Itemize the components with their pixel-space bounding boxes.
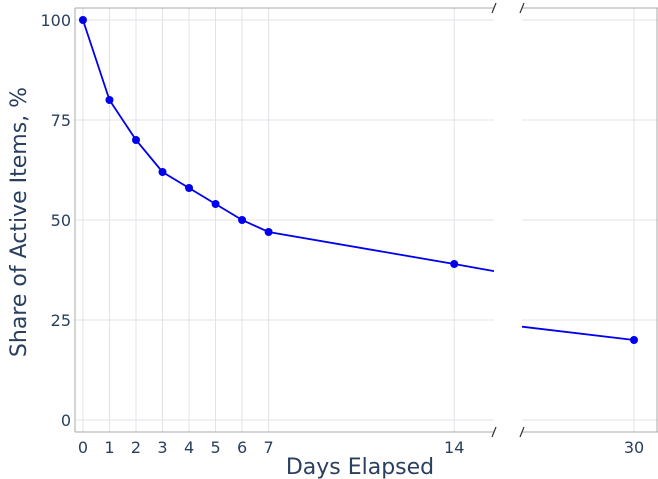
y-tick-label: 75	[51, 111, 71, 130]
series-line	[82, 19, 495, 273]
data-point	[158, 168, 167, 176]
x-tick-label: 0	[78, 438, 88, 457]
data-point	[264, 228, 273, 236]
x-tick-label: 1	[104, 438, 114, 457]
y-axis-title: Share of Active Items, %	[7, 87, 32, 357]
series-line	[521, 325, 635, 341]
x-tick-label: 30	[624, 438, 644, 457]
data-point	[185, 184, 194, 192]
data-point	[211, 200, 220, 208]
axis-break-mark	[519, 426, 525, 438]
x-tick-label: 14	[444, 438, 464, 457]
data-point	[105, 96, 114, 104]
data-point	[131, 136, 140, 144]
x-tick-label: 3	[157, 438, 167, 457]
x-tick-label: 2	[131, 438, 141, 457]
axes	[74, 2, 658, 438]
y-tick-label: 50	[51, 211, 71, 230]
data-point	[630, 336, 638, 344]
data-point	[450, 260, 459, 268]
x-tick-label: 6	[237, 438, 247, 457]
data-series	[78, 16, 638, 344]
axis-break-mark	[519, 2, 525, 14]
x-tick-label: 7	[263, 438, 273, 457]
data-point	[78, 16, 87, 24]
y-tick-label: 25	[51, 311, 71, 330]
axis-break-mark	[491, 2, 497, 14]
y-tick-label: 0	[61, 411, 71, 430]
x-axis-title: Days Elapsed	[286, 455, 434, 479]
x-tick-label: 4	[184, 438, 194, 457]
y-tick-label: 100	[40, 11, 71, 30]
axis-break-mark	[491, 426, 497, 438]
data-point	[238, 216, 247, 224]
x-tick-label: 5	[210, 438, 220, 457]
